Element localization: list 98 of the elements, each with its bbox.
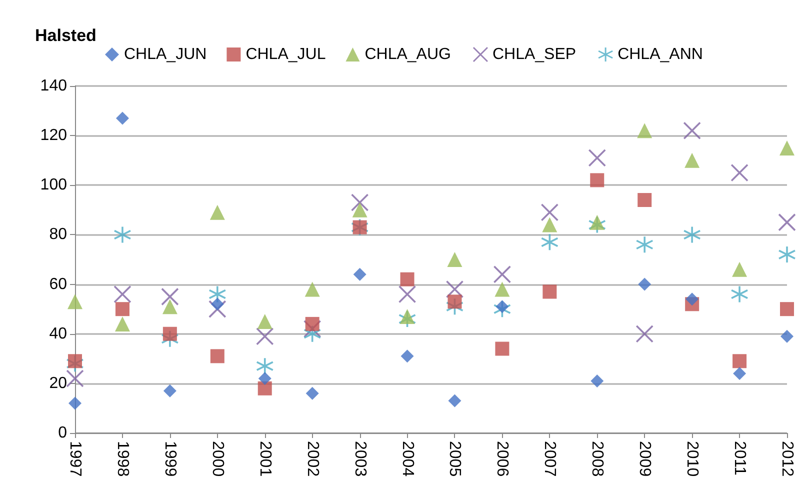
point: [161, 288, 179, 306]
point: [163, 384, 176, 398]
point: [353, 268, 366, 281]
legend-label: CHLA_SEP: [492, 46, 576, 63]
point: [210, 298, 224, 311]
point: [494, 282, 510, 297]
chart-title: Halsted: [35, 26, 96, 45]
y-tick-label: 60: [49, 276, 68, 293]
point: [638, 193, 652, 208]
point: [780, 140, 794, 156]
point: [636, 324, 654, 343]
point: [540, 233, 559, 252]
point: [542, 284, 557, 299]
point: [590, 173, 604, 188]
point: [350, 194, 369, 212]
legend-label: CHLA_JUN: [124, 46, 207, 63]
point: [496, 300, 509, 314]
x-tick-label: 2008: [588, 441, 606, 477]
point: [448, 294, 462, 309]
point: [305, 316, 320, 331]
point: [780, 330, 794, 343]
point: [116, 112, 129, 125]
point: [256, 357, 274, 375]
point: [683, 226, 701, 244]
point: [258, 372, 272, 385]
point: [778, 213, 796, 232]
x-tick-label: 2006: [494, 441, 511, 477]
x-tick-label: 1997: [66, 441, 84, 477]
point: [730, 164, 748, 182]
x-tick-label: 1998: [114, 441, 131, 477]
point: [590, 214, 605, 230]
point: [588, 148, 606, 167]
point: [446, 280, 464, 298]
point: [400, 350, 414, 363]
point: [257, 314, 272, 329]
x-tick-label: 2012: [778, 441, 796, 477]
point: [68, 396, 82, 410]
x-tick-label: 2003: [351, 441, 368, 477]
point: [638, 278, 652, 291]
x-tick-label: 2007: [541, 441, 558, 477]
legend-label: CHLA_AUG: [364, 46, 451, 63]
x-tick-label: 1999: [161, 441, 178, 477]
x-tick-label: 2009: [636, 441, 654, 477]
point: [495, 342, 510, 356]
point: [114, 285, 132, 304]
point: [732, 354, 747, 368]
point: [540, 204, 559, 222]
point: [304, 282, 320, 297]
y-tick-label: 40: [49, 325, 68, 342]
point: [114, 226, 132, 244]
point: [352, 202, 368, 218]
legend-label: CHLA_ANN: [618, 46, 703, 63]
point: [637, 123, 652, 138]
point: [68, 294, 82, 310]
point: [303, 320, 322, 338]
point: [162, 326, 177, 341]
x-tick-label: 2001: [256, 441, 274, 477]
point: [733, 367, 746, 380]
point: [256, 327, 274, 346]
point: [778, 246, 796, 264]
x-tick-label: 2005: [446, 441, 464, 477]
point: [683, 122, 701, 140]
point: [400, 272, 414, 286]
legend-label: CHLA_JUL: [246, 46, 326, 63]
y-tick-label: 0: [58, 424, 68, 442]
point: [398, 285, 416, 304]
point: [114, 316, 130, 332]
x-tick-label: 2010: [684, 441, 701, 477]
point: [66, 370, 84, 388]
x-tick-label: 2000: [208, 441, 226, 477]
x-tick-label: 2004: [398, 441, 416, 477]
point: [780, 302, 794, 316]
point: [162, 299, 178, 314]
point: [730, 285, 748, 304]
y-tick-label: 100: [40, 176, 68, 194]
y-tick-label: 80: [49, 226, 68, 244]
point: [493, 265, 512, 284]
point: [208, 300, 226, 318]
x-tick-label: 2002: [304, 441, 321, 477]
point: [306, 386, 319, 400]
point: [210, 204, 225, 220]
y-tick-label: 140: [40, 78, 68, 94]
point: [400, 309, 415, 324]
point: [684, 152, 700, 168]
y-tick-label: 20: [49, 374, 68, 392]
point: [590, 374, 604, 388]
y-tick-label: 120: [40, 127, 68, 144]
point: [210, 349, 224, 364]
point: [68, 354, 82, 368]
point: [542, 217, 558, 232]
point: [636, 236, 654, 254]
point: [448, 394, 462, 408]
point: [732, 262, 748, 277]
point: [447, 252, 462, 267]
point: [115, 302, 130, 316]
point: [258, 381, 272, 396]
x-tick-label: 2011: [731, 441, 748, 476]
point: [686, 292, 699, 306]
